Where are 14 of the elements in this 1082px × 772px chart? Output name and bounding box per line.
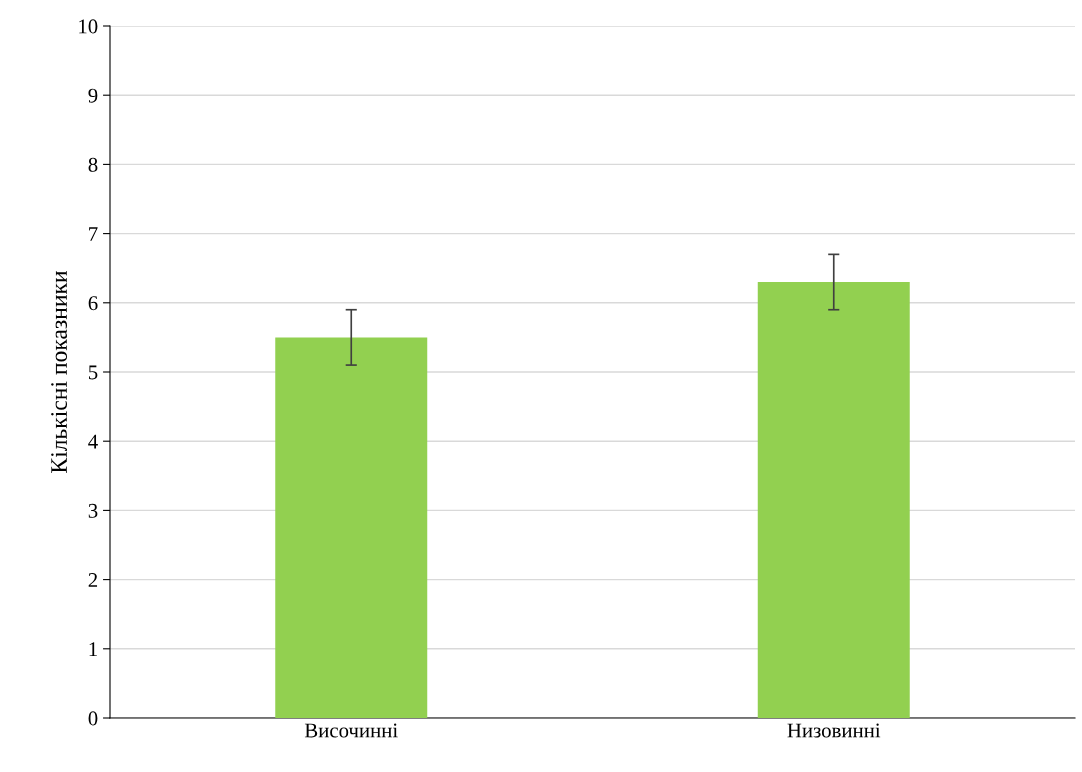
y-tick-label: 3 bbox=[88, 503, 98, 518]
x-tick-label: Низовинні bbox=[787, 723, 881, 738]
y-tick-label: 10 bbox=[79, 19, 98, 34]
y-tick-label: 0 bbox=[88, 711, 98, 726]
y-tick-label: 1 bbox=[89, 642, 97, 657]
x-tick-label: Височинні bbox=[304, 723, 398, 738]
y-tick-label: 8 bbox=[88, 157, 98, 172]
y-tick-label: 2 bbox=[88, 573, 98, 587]
y-tick-label: 4 bbox=[88, 434, 98, 449]
y-axis-title: Кількісні показники bbox=[51, 270, 68, 473]
y-tick-label: 9 bbox=[88, 88, 98, 103]
y-tick-label: 6 bbox=[88, 296, 98, 311]
y-tick-label: 5 bbox=[88, 365, 98, 380]
y-tick-label: 7 bbox=[89, 227, 98, 241]
